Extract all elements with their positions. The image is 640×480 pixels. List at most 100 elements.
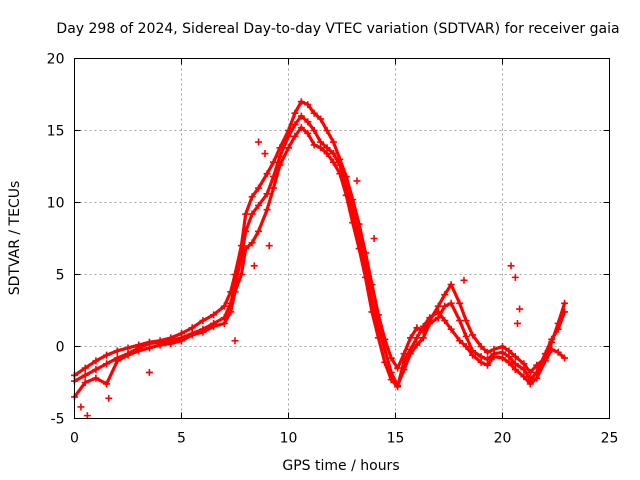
data-series — [72, 100, 567, 399]
data-point — [270, 184, 278, 192]
data-point — [413, 334, 421, 342]
data-point — [490, 353, 498, 361]
data-point — [297, 112, 305, 120]
data-point — [113, 347, 121, 355]
data-point — [231, 271, 239, 278]
data-point — [329, 158, 337, 166]
outlier-point — [261, 150, 269, 158]
data-point — [561, 308, 569, 316]
data-point — [441, 317, 449, 325]
data-point — [81, 364, 89, 372]
x-tick-label: 20 — [494, 431, 512, 447]
x-tick-label: 10 — [280, 431, 298, 447]
data-point — [255, 184, 263, 192]
data-point — [400, 366, 408, 374]
data-point — [285, 132, 292, 140]
y-axis-label: SDTVAR / TECUs — [7, 181, 23, 296]
outlier-point — [370, 235, 378, 242]
data-point — [387, 376, 395, 384]
data-point — [270, 173, 278, 181]
data-point — [362, 249, 370, 257]
outlier-point — [231, 337, 239, 345]
data-point — [419, 322, 427, 330]
data-point — [406, 334, 414, 342]
y-tick-label: 15 — [47, 124, 65, 140]
data-point — [124, 351, 132, 359]
data-point — [291, 109, 299, 117]
data-point — [317, 115, 325, 123]
outlier-point — [353, 177, 361, 185]
data-point — [419, 334, 427, 342]
outlier-point — [507, 262, 515, 270]
data-point — [342, 184, 350, 192]
data-markers — [71, 98, 569, 420]
data-point — [276, 144, 284, 152]
axis-ticks — [74, 58, 610, 419]
data-point — [270, 158, 278, 166]
data-point — [103, 360, 111, 368]
data-point — [447, 325, 455, 333]
data-point — [310, 127, 318, 134]
data-point — [113, 357, 121, 365]
data-point — [81, 371, 89, 379]
x-tick-label: 25 — [601, 431, 619, 447]
outlier-point — [250, 262, 258, 270]
y-tick-label: 20 — [47, 52, 65, 68]
outlier-point — [513, 319, 521, 327]
data-point — [255, 227, 263, 235]
data-point — [561, 354, 569, 362]
data-point — [462, 343, 470, 350]
data-point — [242, 227, 250, 235]
data-point — [145, 344, 153, 352]
data-point — [541, 357, 549, 365]
data-point — [362, 262, 370, 270]
data-point — [220, 319, 228, 327]
data-point — [188, 331, 196, 339]
data-point — [92, 366, 100, 374]
data-point — [336, 161, 344, 169]
data-point — [441, 302, 449, 310]
series-line-track-2 — [72, 114, 567, 387]
y-tick-label: -5 — [51, 412, 65, 428]
data-point — [276, 152, 284, 160]
data-point — [263, 190, 271, 198]
data-point — [263, 170, 271, 178]
data-point — [248, 210, 256, 218]
data-point — [304, 129, 312, 137]
data-point — [81, 379, 89, 386]
data-point — [381, 335, 389, 343]
data-point — [413, 324, 421, 332]
data-point — [554, 348, 562, 356]
data-point — [484, 348, 492, 356]
data-point — [323, 150, 331, 158]
plot-frame — [74, 58, 610, 419]
data-point — [374, 311, 382, 319]
data-point — [297, 124, 305, 132]
data-point — [511, 366, 519, 374]
data-point — [381, 345, 389, 353]
data-point — [368, 308, 376, 316]
data-point — [342, 191, 350, 199]
data-point — [381, 358, 389, 366]
data-point — [355, 245, 363, 253]
data-point — [413, 341, 421, 349]
data-point — [317, 144, 325, 152]
data-point — [548, 335, 556, 343]
data-point — [520, 366, 528, 374]
outlier-point — [77, 403, 85, 411]
data-point — [434, 308, 442, 316]
data-point — [291, 132, 299, 140]
data-point — [291, 121, 299, 129]
data-point — [548, 345, 556, 353]
data-point — [355, 220, 363, 228]
data-point — [231, 288, 239, 296]
data-point — [499, 354, 506, 362]
data-point — [135, 347, 143, 355]
data-point — [199, 328, 207, 336]
data-point — [329, 138, 337, 146]
data-point — [210, 311, 218, 319]
data-point — [285, 144, 292, 152]
data-point — [469, 351, 477, 359]
data-point — [336, 170, 344, 178]
